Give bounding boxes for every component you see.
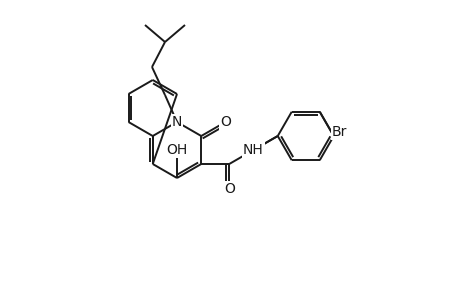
Text: OH: OH [166,143,187,157]
Text: N: N [172,115,182,129]
Text: Br: Br [331,125,346,140]
Text: O: O [224,182,234,196]
Text: O: O [219,115,230,129]
Text: NH: NH [243,143,263,157]
